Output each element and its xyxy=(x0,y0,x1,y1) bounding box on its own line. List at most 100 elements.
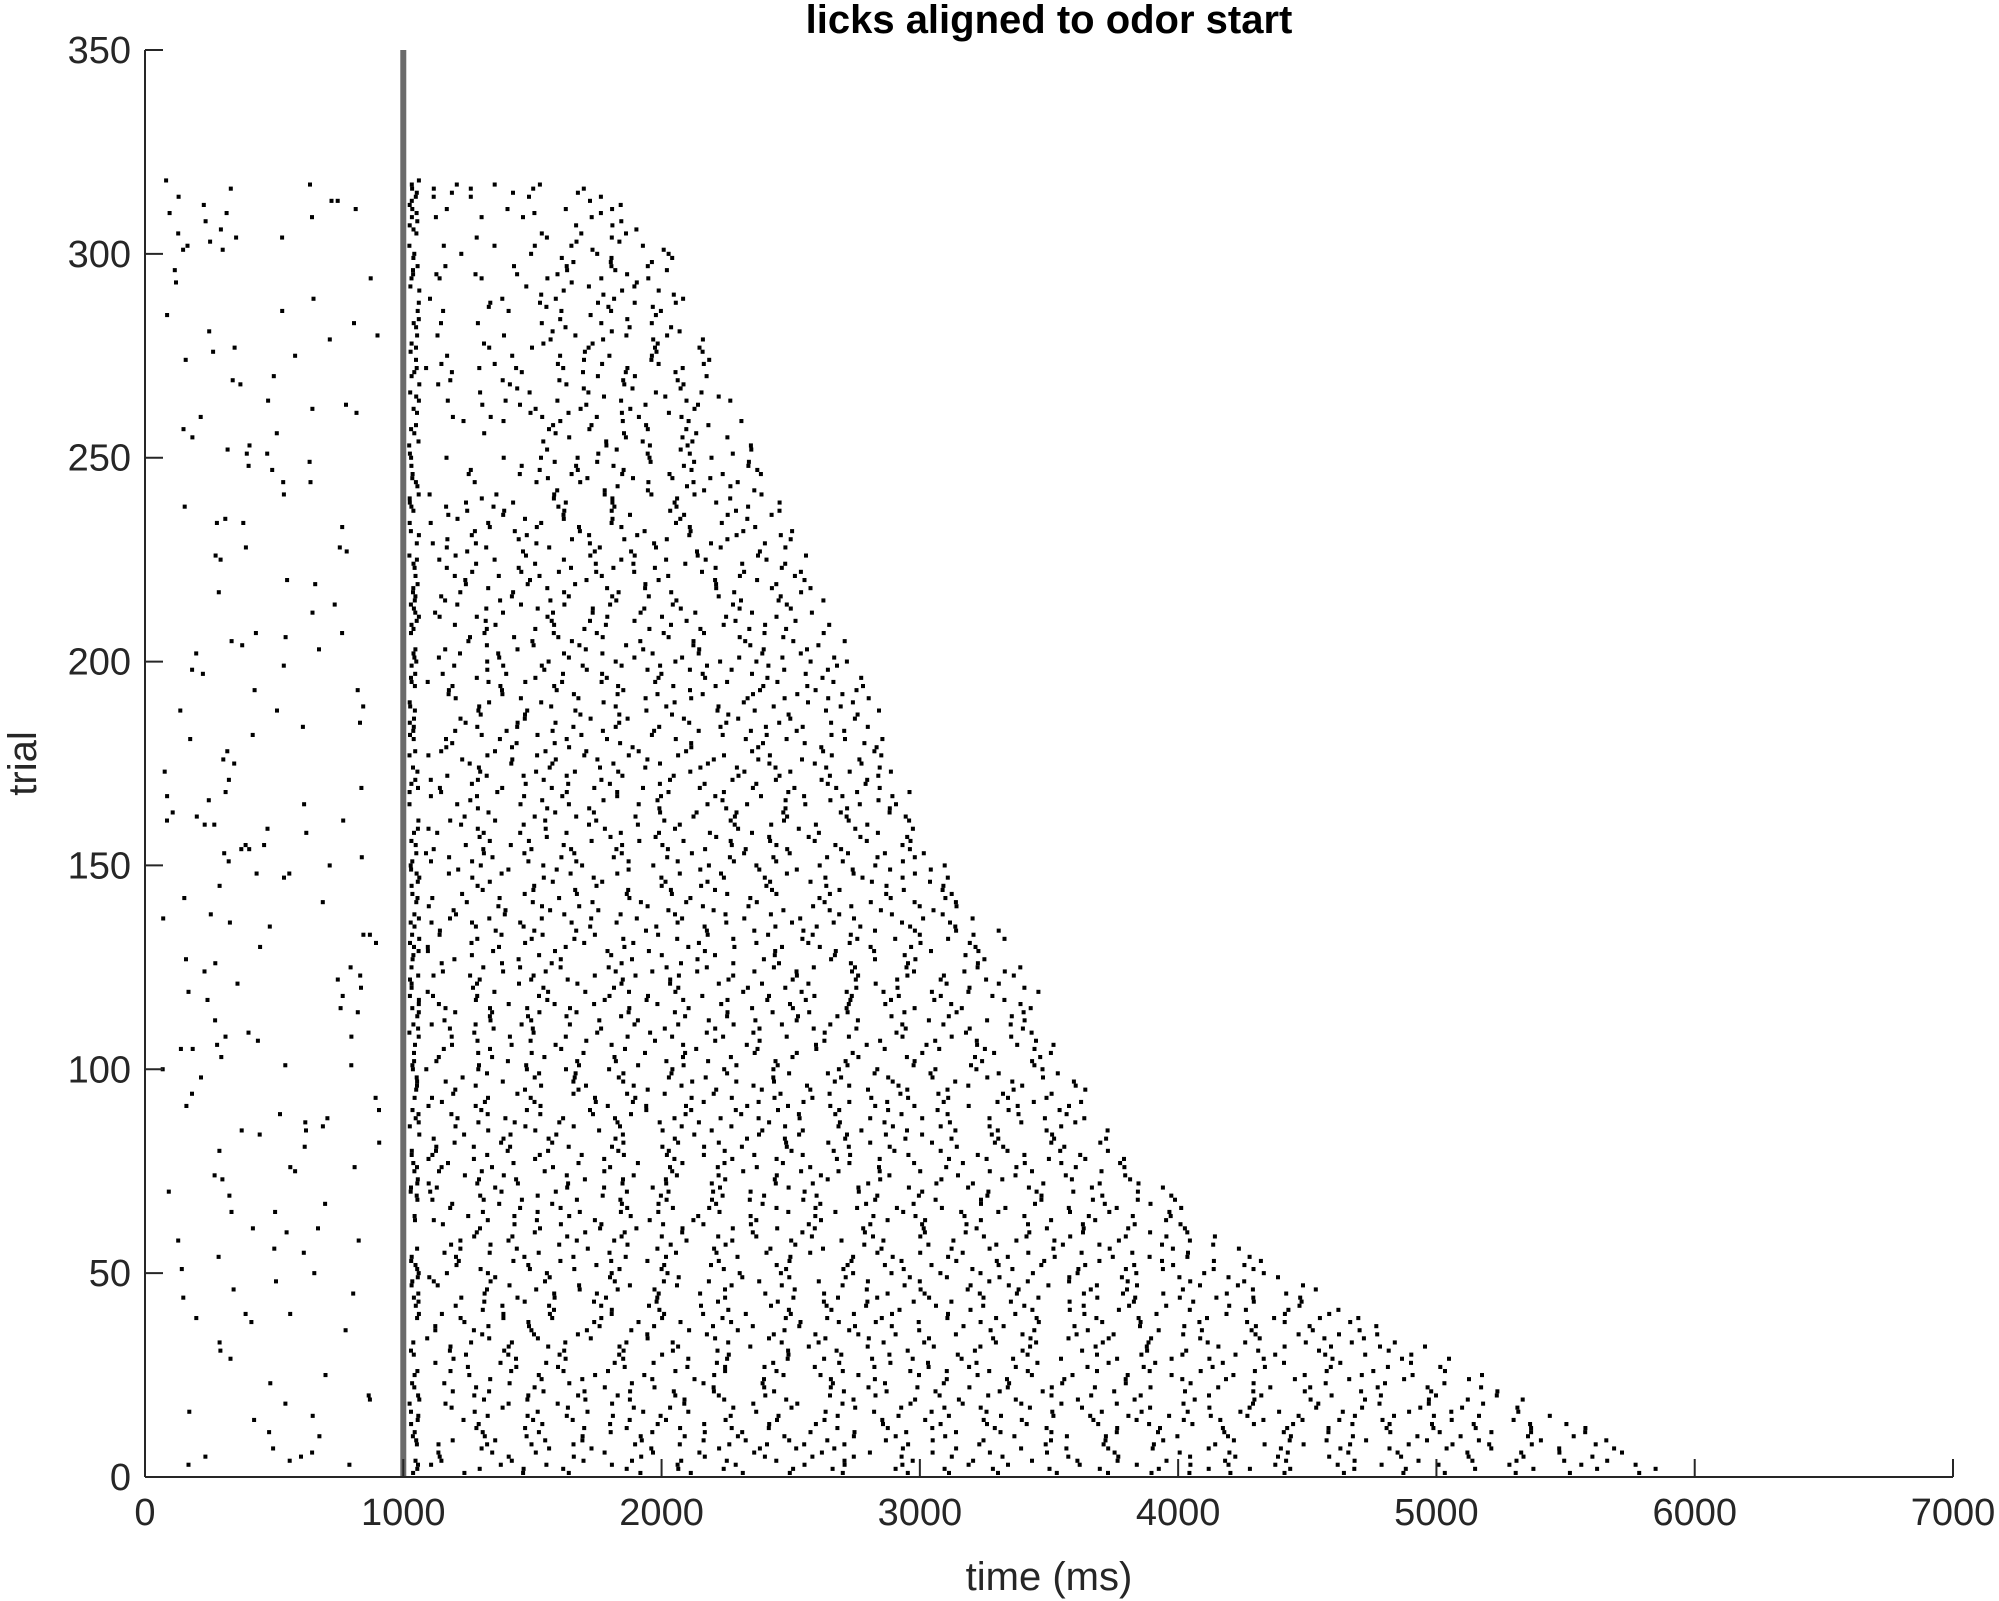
lick-mark xyxy=(702,631,706,636)
lick-mark xyxy=(702,1144,707,1149)
lick-mark xyxy=(652,565,657,570)
lick-mark xyxy=(1149,1470,1154,1475)
lick-mark xyxy=(241,520,246,525)
lick-mark xyxy=(975,1152,980,1157)
lick-mark xyxy=(615,692,620,697)
lick-mark xyxy=(700,692,705,697)
lick-mark xyxy=(680,916,685,921)
lick-mark xyxy=(595,374,600,379)
lick-mark xyxy=(660,1128,665,1133)
lick-mark xyxy=(1210,1364,1215,1369)
lick-mark xyxy=(1190,1422,1195,1427)
lick-mark xyxy=(1511,1417,1516,1422)
lick-mark xyxy=(974,1067,979,1072)
lick-mark xyxy=(544,834,549,839)
lick-mark xyxy=(561,1116,566,1121)
lick-mark xyxy=(1100,1340,1105,1345)
lick-mark xyxy=(602,1169,607,1174)
lick-mark xyxy=(532,1099,537,1104)
lick-mark xyxy=(774,859,779,864)
lick-mark xyxy=(521,549,525,554)
lick-mark xyxy=(688,769,693,774)
lick-mark xyxy=(603,622,608,627)
lick-mark xyxy=(410,476,415,481)
lick-mark xyxy=(1049,1430,1054,1435)
lick-mark xyxy=(1169,1373,1174,1378)
lick-mark xyxy=(600,651,605,656)
lick-mark xyxy=(535,1193,540,1198)
lick-mark xyxy=(410,207,415,212)
lick-mark xyxy=(932,997,937,1002)
lick-mark xyxy=(1097,1258,1102,1263)
lick-mark xyxy=(416,300,421,305)
lick-mark xyxy=(1245,1320,1250,1325)
lick-mark xyxy=(480,1209,485,1214)
lick-mark xyxy=(702,488,707,493)
lick-mark xyxy=(278,1112,282,1117)
lick-mark xyxy=(546,1136,551,1141)
lick-mark xyxy=(434,1144,439,1149)
lick-mark xyxy=(736,826,741,831)
lick-mark xyxy=(668,977,673,982)
lick-mark xyxy=(280,308,285,313)
lick-mark xyxy=(679,1083,684,1088)
lick-mark xyxy=(582,753,587,758)
lick-mark xyxy=(629,1112,633,1117)
lick-mark xyxy=(780,1161,785,1166)
lick-mark xyxy=(959,1006,964,1011)
lick-mark xyxy=(1211,1267,1216,1272)
lick-mark xyxy=(900,1446,905,1451)
lick-mark xyxy=(1436,1462,1441,1467)
lick-mark xyxy=(407,753,412,758)
lick-mark xyxy=(822,900,827,905)
lick-mark xyxy=(721,1034,726,1039)
lick-mark xyxy=(534,1287,539,1292)
lick-mark xyxy=(252,1417,257,1422)
lick-mark xyxy=(453,696,458,701)
lick-mark xyxy=(320,1124,325,1129)
lick-mark xyxy=(544,304,549,309)
lick-mark xyxy=(411,724,416,729)
lick-mark xyxy=(943,1434,948,1439)
lick-mark xyxy=(715,708,720,713)
lick-mark xyxy=(572,851,577,856)
lick-mark xyxy=(1251,1299,1256,1304)
lick-mark xyxy=(678,606,683,611)
lick-mark xyxy=(607,1067,612,1072)
lick-mark xyxy=(794,973,799,978)
lick-mark xyxy=(1093,1344,1098,1349)
lick-mark xyxy=(569,847,574,852)
lick-mark xyxy=(590,610,595,615)
lick-mark xyxy=(627,325,632,330)
lick-mark xyxy=(1399,1454,1404,1459)
lick-mark xyxy=(716,594,721,599)
lick-mark xyxy=(682,1401,687,1406)
lick-mark xyxy=(523,712,527,717)
lick-mark xyxy=(1035,1360,1040,1365)
lick-mark xyxy=(628,1389,633,1394)
lick-mark xyxy=(887,1144,892,1149)
lick-mark xyxy=(508,1144,513,1149)
lick-mark xyxy=(892,1148,897,1153)
lick-mark xyxy=(1476,1438,1481,1443)
lick-mark xyxy=(831,920,836,925)
lick-mark xyxy=(756,553,760,558)
lick-mark xyxy=(923,1218,928,1223)
lick-mark xyxy=(492,243,497,248)
lick-mark xyxy=(524,553,528,558)
lick-mark xyxy=(576,1087,581,1092)
lick-mark xyxy=(790,920,794,925)
lick-mark xyxy=(816,830,821,835)
lick-mark xyxy=(1273,1352,1278,1357)
lick-mark xyxy=(585,1409,590,1414)
lick-mark xyxy=(452,573,457,578)
lick-mark xyxy=(458,651,462,656)
lick-mark xyxy=(562,508,567,513)
lick-mark xyxy=(1090,1197,1095,1202)
lick-mark xyxy=(889,1014,894,1019)
lick-mark xyxy=(723,1287,727,1292)
lick-mark xyxy=(617,1352,622,1357)
lick-mark xyxy=(966,1103,971,1108)
lick-mark xyxy=(415,1369,420,1374)
lick-mark xyxy=(837,1120,842,1125)
